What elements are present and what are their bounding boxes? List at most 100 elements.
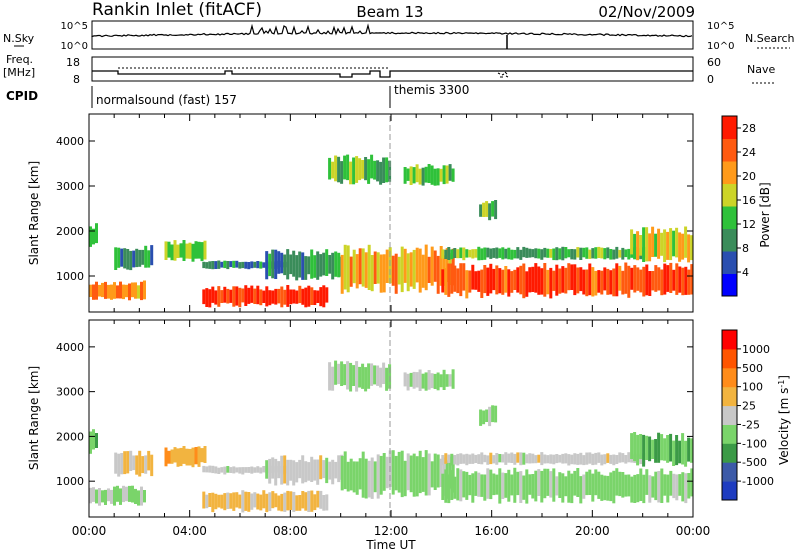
power-echo-cell: [672, 230, 676, 257]
power-echo-cell: [651, 226, 655, 257]
velocity-echo-cell: [194, 447, 198, 465]
power-echo-cell: [591, 248, 595, 259]
power-echo-cell: [543, 247, 547, 258]
power-echo-cell: [310, 249, 314, 279]
power-echo-cell: [403, 248, 407, 283]
velocity-echo-cell: [259, 467, 263, 474]
velocity-echo-cell: [494, 405, 498, 423]
power-echo-cell: [247, 287, 251, 304]
power-echo-cell: [355, 156, 359, 183]
velocity-echo-cell: [352, 365, 356, 386]
velocity-colorbar-label: Velocity [m s-1]: [777, 375, 792, 465]
power-echo-cell: [666, 265, 670, 292]
velocity-echo-cell: [92, 429, 95, 450]
velocity-echo-cell: [265, 460, 269, 479]
noise-left-label: N.Sky: [3, 32, 35, 45]
power-echo-cell: [494, 200, 498, 220]
power-echo-cell: [125, 284, 128, 298]
velocity-echo-cell: [630, 433, 634, 459]
power-echo-cell: [552, 248, 556, 261]
power-echo-cell: [573, 249, 577, 260]
frequency-panel: Freq. [MHz] 18 8 60 0 Nave: [3, 53, 775, 86]
velocity-echo-cell: [406, 453, 410, 491]
power-echo-cell: [627, 248, 631, 260]
velocity-echo-cell: [486, 455, 490, 465]
power-echo-cell: [259, 289, 263, 306]
power-echo-cell: [394, 253, 398, 294]
velocity-echo-cell: [403, 372, 407, 387]
power-echo-cell: [690, 235, 694, 261]
power-echo-cell: [480, 269, 484, 298]
velocity-y-axis: 1000 2000 3000 4000: [56, 341, 693, 488]
power-echo-cell: [364, 157, 368, 181]
velocity-echo-cell: [292, 491, 296, 512]
power-echo-cell: [531, 266, 535, 292]
velocity-echo-cell: [343, 364, 347, 386]
power-echo-cell: [441, 249, 445, 259]
power-echo-cell: [582, 269, 586, 295]
velocity-echo-cell: [134, 488, 137, 504]
velocity-echo-cell: [418, 450, 422, 494]
velocity-echo-cell: [295, 495, 299, 511]
velocity-echo-cell: [150, 454, 154, 477]
velocity-echo-cell: [558, 472, 562, 498]
power-echo-cell: [107, 284, 110, 299]
velocity-echo-cell: [382, 362, 386, 384]
velocity-echo-cell: [534, 470, 538, 502]
velocity-echo-cell: [465, 453, 469, 466]
velocity-colorbar-tick: -1000: [742, 475, 774, 488]
velocity-echo-cell: [217, 467, 221, 474]
velocity-echo-cell: [436, 454, 440, 488]
power-echo-cell: [525, 247, 529, 258]
power-echo-cell: [477, 270, 481, 292]
power-echo-cell: [343, 155, 347, 180]
power-echo-cell: [495, 265, 499, 295]
power-echo-cell: [570, 249, 574, 260]
velocity-echo-cell: [609, 454, 613, 464]
velocity-echo-cell: [262, 490, 266, 509]
velocity-echo-cell: [465, 471, 469, 500]
velocity-echo-cell: [289, 459, 293, 481]
velocity-echo-cell: [238, 467, 242, 474]
velocity-echo-cell: [223, 493, 227, 511]
x-tick-label: 16:00: [474, 524, 509, 538]
power-echo-cell: [519, 249, 523, 260]
power-colorbar-tick: 28: [742, 122, 756, 135]
power-echo-cell: [642, 227, 646, 262]
velocity-echo-cell: [119, 488, 122, 505]
velocity-echo-cell: [104, 489, 107, 505]
velocity-echo-cell: [645, 469, 649, 495]
velocity-echo-cell: [286, 459, 290, 486]
power-echo-cell: [361, 160, 365, 179]
power-echo-cell: [441, 269, 445, 293]
power-echo-cell: [456, 249, 460, 259]
velocity-echo-cell: [122, 485, 125, 503]
power-echo-cell: [507, 247, 511, 260]
power-echo-cell: [498, 268, 502, 294]
power-echo-cell: [519, 265, 523, 295]
velocity-echo-cell: [289, 491, 293, 510]
power-echo-cell: [95, 223, 98, 244]
power-echo-cell: [409, 252, 413, 287]
velocity-echo-cell: [606, 475, 610, 501]
power-echo-cell: [564, 267, 568, 294]
noise-panel: N.Sky 10^5 10^0 10^5 10^0 N.Search: [3, 20, 795, 52]
velocity-echo-cell: [663, 474, 667, 496]
velocity-colorbar-tick: 1000: [742, 343, 770, 356]
velocity-echo-cell: [537, 469, 541, 496]
velocity-echo-cell: [301, 455, 305, 484]
velocity-echo-cell: [358, 366, 362, 388]
velocity-echo-cell: [337, 455, 341, 483]
x-axis: 00:00 04:00 08:00 12:00 16:00 20:00 00:00: [72, 524, 711, 538]
velocity-echo-cell: [459, 469, 463, 502]
power-echo-cell: [373, 251, 377, 284]
velocity-echo-cell: [504, 452, 508, 465]
power-echo-cell: [271, 249, 275, 279]
velocity-colorbar-tick: -100: [742, 437, 767, 450]
power-echo-cell: [385, 157, 389, 183]
power-echo-cell: [675, 263, 679, 295]
velocity-echo-cell: [441, 473, 445, 500]
power-echo-cell: [642, 266, 646, 297]
power-echo-cell: [681, 233, 685, 260]
velocity-echo-cell: [654, 439, 658, 463]
